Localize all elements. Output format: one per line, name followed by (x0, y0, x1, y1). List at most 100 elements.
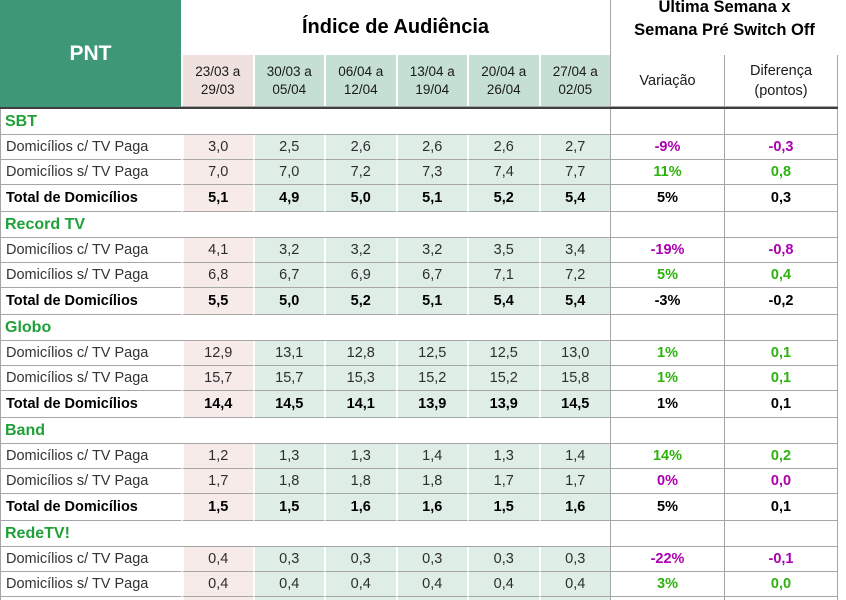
audience-value-cell: 13,1 (252, 341, 324, 366)
audience-value-cell: 0,4 (324, 572, 396, 597)
audience-value-cell: 5,4 (538, 288, 610, 315)
audience-value-cell: 5,2 (467, 185, 539, 212)
audience-value-cell: 5,4 (538, 185, 610, 212)
variation-value-cell: 0% (610, 469, 724, 494)
row-label: Domicílios s/ TV Paga (0, 572, 181, 597)
variation-value-cell: 1% (610, 366, 724, 391)
audience-value-cell: 0,3 (324, 547, 396, 572)
audience-value-cell: 1,7 (467, 469, 539, 494)
audience-value-cell: 1,3 (324, 444, 396, 469)
audience-value-cell (324, 597, 396, 600)
audience-value-cell: 6,7 (395, 263, 467, 288)
header-right: Índice de Audiência Última Semana x Sema… (181, 0, 838, 107)
network-section-row: RedeTV! (0, 521, 838, 547)
row-label: Domicílios c/ TV Paga (0, 547, 181, 572)
audience-value-cell: 1,5 (181, 494, 253, 521)
row-label: Domicílios c/ TV Paga (0, 135, 181, 160)
difference-value-cell: 0,1 (724, 341, 838, 366)
comparison-title-line2: Semana Pré Switch Off (634, 21, 815, 39)
week-column-header: 13/04 a 19/04 (395, 55, 467, 106)
audience-value-cell: 1,8 (395, 469, 467, 494)
table-row: Domicílios c/ TV Paga 0,4 0,3 0,3 0,3 0,3 0,3-… (0, 547, 838, 572)
audience-value-cell: 1,7 (181, 469, 253, 494)
table-row: Domicílios c/ TV Paga 3,0 2,5 2,6 2,6 2,6 2,7-… (0, 135, 838, 160)
variation-filler-cell (610, 521, 724, 547)
audience-value-cell: 7,2 (324, 160, 396, 185)
variation-filler-cell (610, 418, 724, 444)
difference-value-cell: 0,4 (724, 263, 838, 288)
network-section-row: Band (0, 418, 838, 444)
table-body: SBT Domicílios c/ TV Paga 3,0 2,5 2,6 2,6 2,6 2… (0, 107, 838, 600)
week-column-header: 06/04 a 12/04 (324, 55, 396, 106)
audience-value-cell: 1,6 (395, 494, 467, 521)
audience-value-cell: 5,4 (467, 288, 539, 315)
variation-filler-cell (610, 109, 724, 135)
audience-value-cell: 6,8 (181, 263, 253, 288)
variation-filler-cell (610, 212, 724, 238)
network-section-title: Band (0, 418, 610, 444)
audience-value-cell: 1,7 (538, 469, 610, 494)
audience-value-cell: 14,4 (181, 391, 253, 418)
row-label: Total de Domicílios (0, 288, 181, 315)
audience-value-cell: 6,9 (324, 263, 396, 288)
row-label: Domicílios s/ TV Paga (0, 469, 181, 494)
audience-value-cell: 1,3 (467, 444, 539, 469)
table-row: Domicílios s/ TV Paga 0,4 0,4 0,4 0,4 0,4 0,4 3… (0, 572, 838, 597)
audience-value-cell: 1,3 (252, 444, 324, 469)
audience-value-cell: 5,1 (395, 185, 467, 212)
title-row: Índice de Audiência Última Semana x Sema… (181, 0, 838, 55)
difference-value-cell: 0,1 (724, 391, 838, 418)
audience-value-cell: 7,0 (252, 160, 324, 185)
audience-value-cell: 13,9 (467, 391, 539, 418)
audience-value-cell: 3,4 (538, 238, 610, 263)
difference-filler-cell (724, 521, 838, 547)
audience-value-cell: 7,3 (395, 160, 467, 185)
audience-value-cell: 15,7 (181, 366, 253, 391)
network-section-title: Record TV (0, 212, 610, 238)
table-row: Domicílios c/ TV Paga 4,1 3,2 3,2 3,2 3,5 3,4-… (0, 238, 838, 263)
audience-value-cell: 12,8 (324, 341, 396, 366)
audience-value-cell: 0,3 (252, 547, 324, 572)
table-row: Total de Domicílios 1,5 1,5 1,6 1,6 1,5 1,6 5% 0… (0, 494, 838, 521)
row-label: Domicílios s/ TV Paga (0, 160, 181, 185)
audience-value-cell (181, 597, 253, 600)
table-row: Domicílios c/ TV Paga 12,9 13,1 12,8 12,5 12,… (0, 341, 838, 366)
audience-value-cell: 2,6 (467, 135, 539, 160)
audience-value-cell: 1,6 (538, 494, 610, 521)
audience-value-cell: 0,4 (467, 572, 539, 597)
difference-column-header: Diferença (pontos) (724, 55, 838, 106)
network-section-row: Globo (0, 315, 838, 341)
audience-value-cell: 7,0 (181, 160, 253, 185)
audience-value-cell: 14,5 (538, 391, 610, 418)
audience-value-cell: 5,0 (252, 288, 324, 315)
audience-value-cell: 1,5 (252, 494, 324, 521)
audience-value-cell: 7,4 (467, 160, 539, 185)
row-label: Total de Domicílios (0, 185, 181, 212)
difference-value-cell: 0,3 (724, 185, 838, 212)
variation-value-cell: 3% (610, 572, 724, 597)
variation-value-cell: 5% (610, 185, 724, 212)
row-label: Domicílios c/ TV Paga (0, 238, 181, 263)
report-header: PNT Índice de Audiência Última Semana x … (0, 0, 838, 107)
audience-value-cell: 5,5 (181, 288, 253, 315)
difference-value-cell: 0,1 (724, 494, 838, 521)
difference-value-cell (724, 597, 838, 600)
audience-value-cell: 0,4 (252, 572, 324, 597)
row-label: Domicílios s/ TV Paga (0, 366, 181, 391)
audience-value-cell: 1,4 (538, 444, 610, 469)
week-column-header: 30/03 a 05/04 (252, 55, 324, 106)
audience-value-cell: 14,5 (252, 391, 324, 418)
clipped-row (0, 597, 838, 600)
variation-value-cell: 14% (610, 444, 724, 469)
difference-value-cell: -0,3 (724, 135, 838, 160)
week-column-header: 27/04 a 02/05 (538, 55, 610, 106)
network-section-title: RedeTV! (0, 521, 610, 547)
audience-value-cell: 7,2 (538, 263, 610, 288)
panel-name: PNT (0, 0, 181, 107)
network-section-title: SBT (0, 109, 610, 135)
network-section-row: Record TV (0, 212, 838, 238)
difference-value-cell: 0,8 (724, 160, 838, 185)
variation-column-header: Variação (610, 55, 724, 106)
table-row: Total de Domicílios 5,1 4,9 5,0 5,1 5,2 5,4 5% 0… (0, 185, 838, 212)
